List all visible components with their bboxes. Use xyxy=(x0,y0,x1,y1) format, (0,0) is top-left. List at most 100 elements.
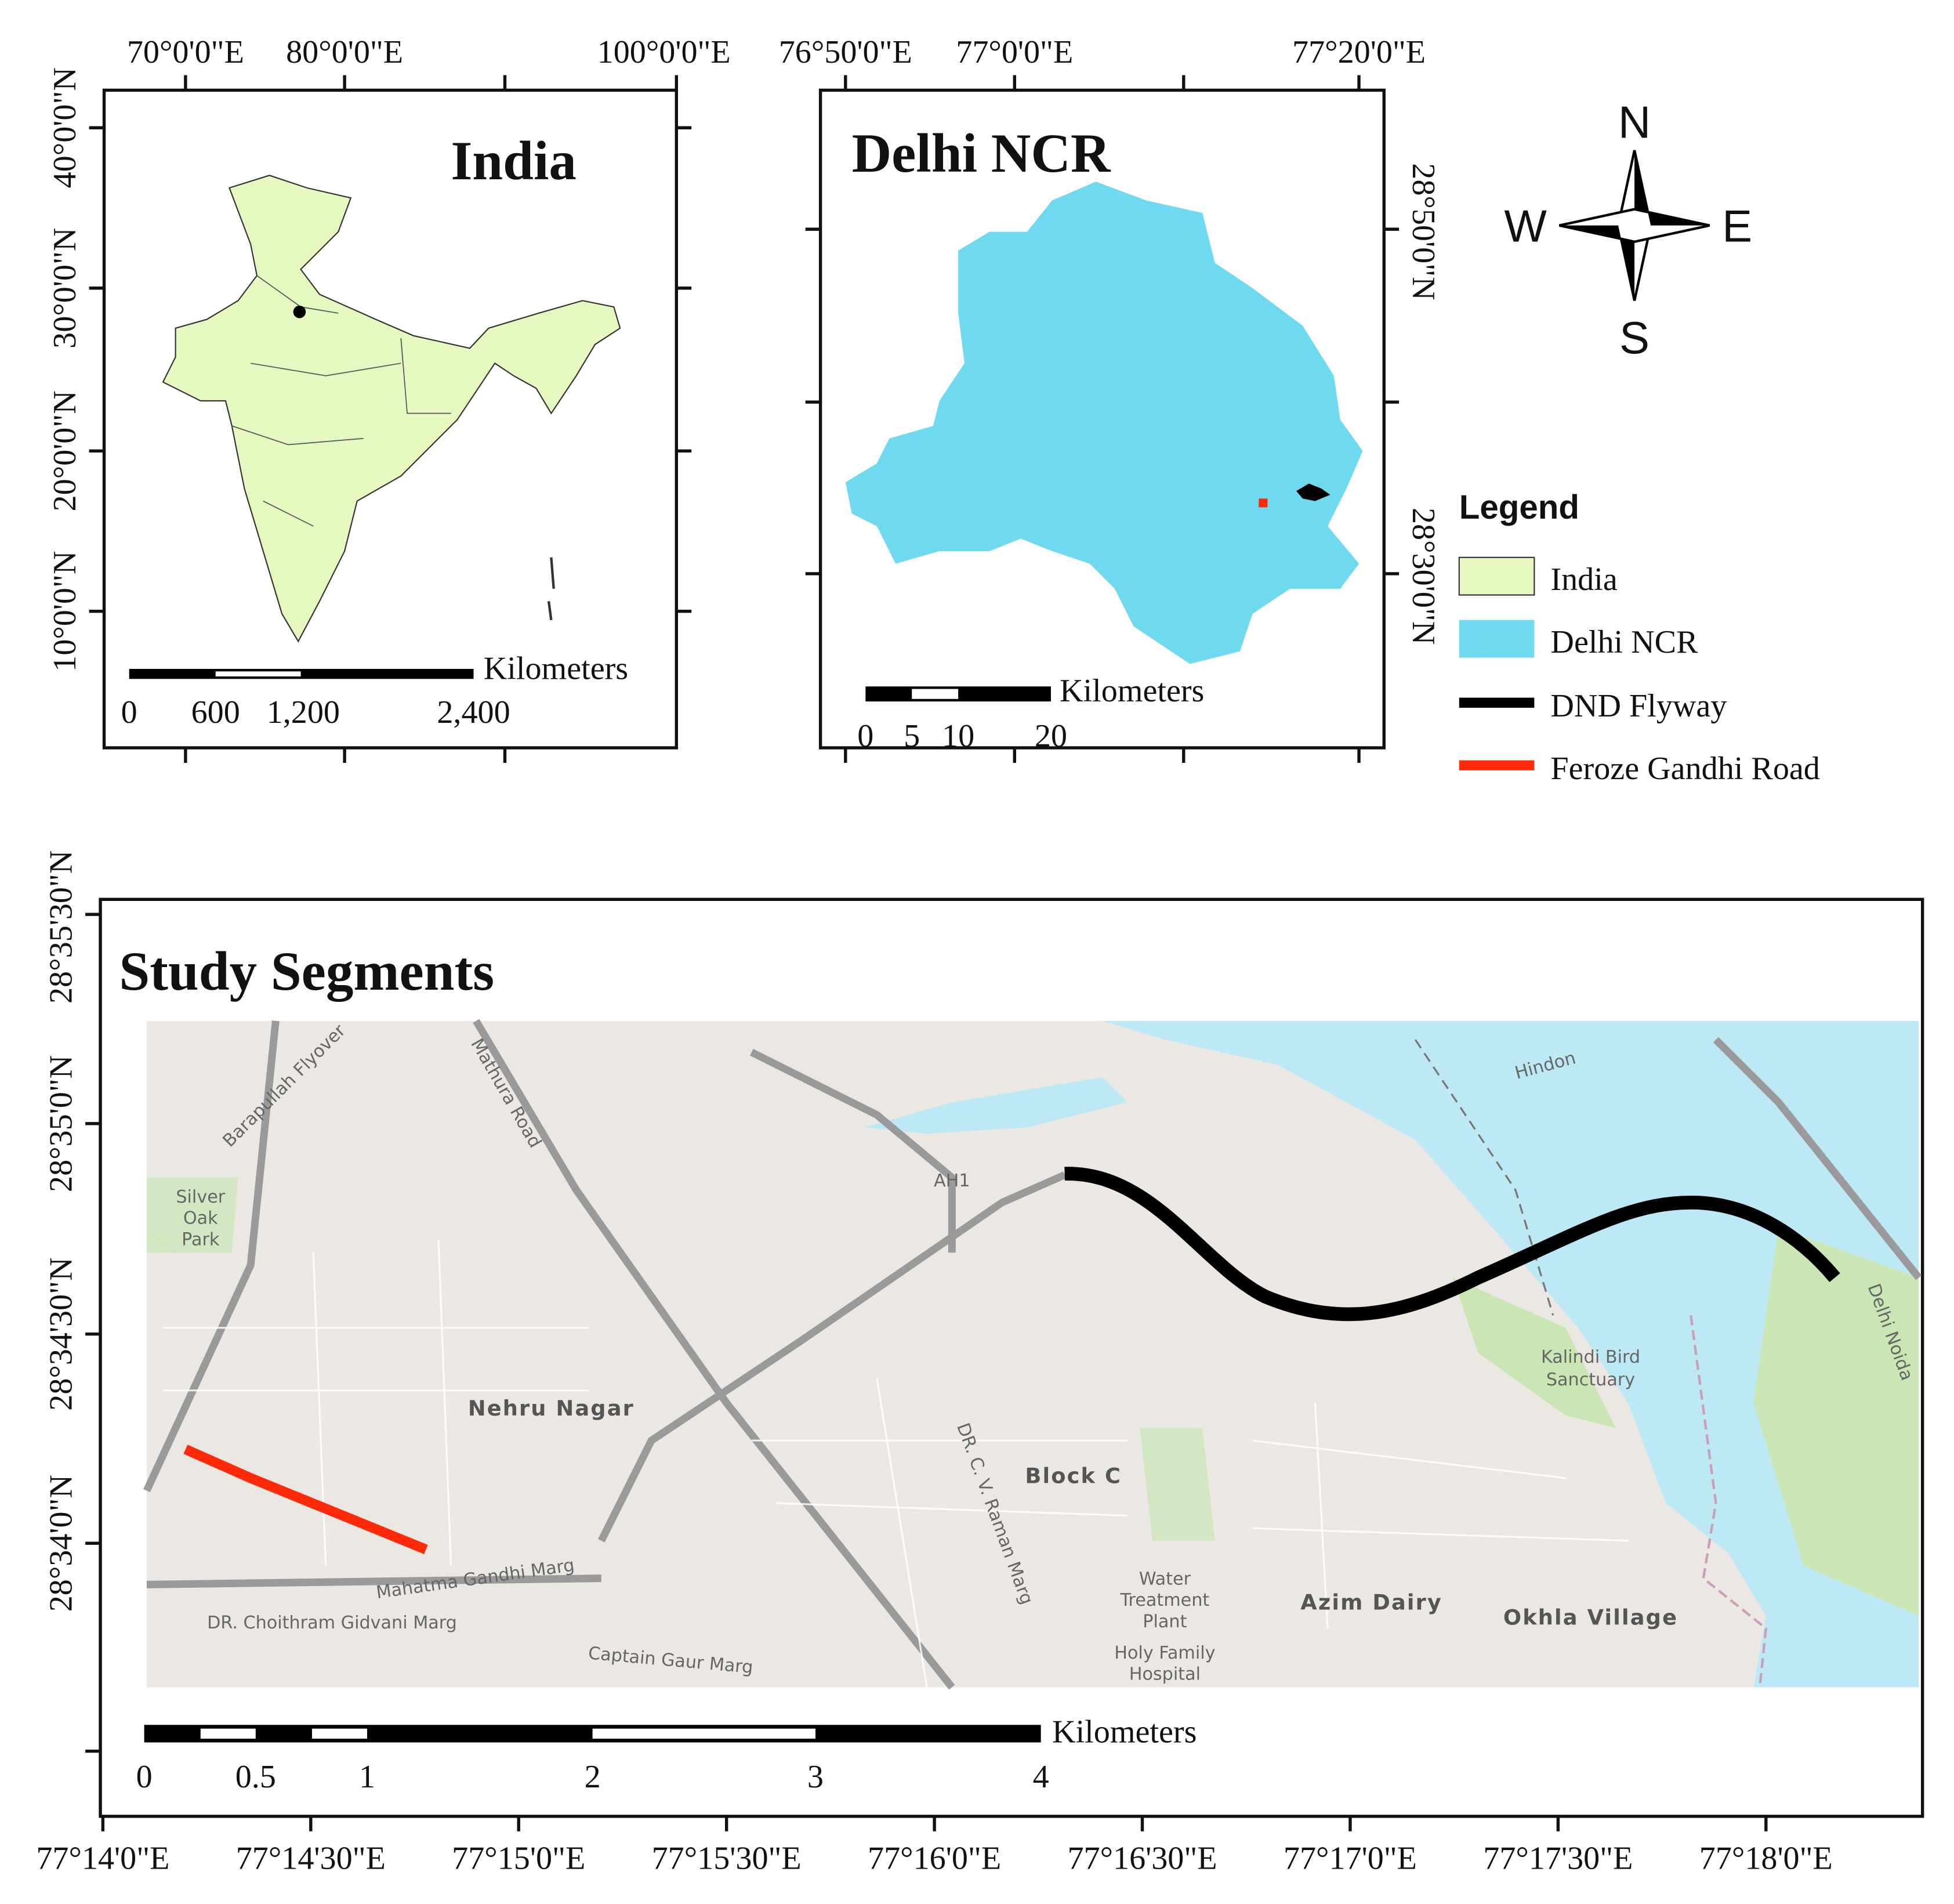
tick-label: 100°0'0"E xyxy=(597,34,731,70)
tick-label: 77°15'30"E xyxy=(652,1841,802,1877)
roads xyxy=(143,1019,1922,1690)
bottom-ticks: 77°14'0"E 77°14'30"E 77°15'0"E 77°15'30"E 77… xyxy=(36,1816,1833,1877)
tick-label: 77°15'0"E xyxy=(452,1841,585,1877)
tick-label: 77°18'0"E xyxy=(1699,1841,1833,1877)
place-label: Park xyxy=(182,1229,220,1250)
scale-label: 600 xyxy=(191,694,240,730)
green-area xyxy=(146,1177,238,1253)
boundary xyxy=(1690,1315,1768,1688)
tick-label: 40°0'0"N xyxy=(47,67,83,188)
tick-label: 77°16'0"E xyxy=(868,1841,1001,1877)
place-label: Sanctuary xyxy=(1546,1370,1635,1390)
scale-label: 2,400 xyxy=(437,694,510,730)
place-label: Kalindi Bird xyxy=(1541,1347,1640,1367)
tick-label: 20°0'0"N xyxy=(47,390,83,511)
place-label: Oak xyxy=(183,1208,218,1229)
feroze-location xyxy=(1259,498,1268,508)
tick-label: 77°16'30"E xyxy=(1067,1841,1217,1877)
tick-label: 30°0'0"N xyxy=(47,227,83,348)
legend-label: DND Flyway xyxy=(1550,688,1727,724)
boundary xyxy=(1414,1039,1554,1316)
delhi-scale-bar: Kilometers 0 5 10 20 xyxy=(857,673,1204,754)
tick-label: 28°34'30"N xyxy=(43,1257,79,1410)
scale-segment xyxy=(592,1728,815,1739)
place-label: Okhla Village xyxy=(1503,1605,1678,1630)
tick-label: 80°0'0"E xyxy=(286,34,403,70)
india-title: India xyxy=(451,130,577,191)
scale-segment xyxy=(200,1728,256,1739)
tick-label: 77°17'30"E xyxy=(1483,1841,1633,1877)
place-label: AH1 xyxy=(934,1171,970,1191)
compass-label: E xyxy=(1722,202,1752,252)
study-scale-bar: Kilometers 0 0.5 1 2 3 4 xyxy=(136,1714,1197,1795)
river xyxy=(1102,1020,1919,1688)
india-shape xyxy=(162,175,621,643)
legend-swatch xyxy=(1459,620,1535,658)
compass-shade xyxy=(1559,150,1710,301)
scale-label: 5 xyxy=(904,718,920,754)
place-label: Azim Dairy xyxy=(1300,1590,1442,1615)
place-label: DR. Choithram Gidvani Marg xyxy=(207,1613,457,1633)
tick-label: 28°35'30"N xyxy=(43,850,79,1004)
scale-segment xyxy=(215,671,301,676)
scale-label: 0.5 xyxy=(235,1759,276,1795)
canal xyxy=(864,1077,1128,1134)
delhi-location xyxy=(293,305,306,318)
scale-label: 20 xyxy=(1035,718,1067,754)
place-label: Hospital xyxy=(1129,1664,1201,1685)
scale-segment xyxy=(311,1728,367,1739)
feroze-gandhi-road xyxy=(183,1445,428,1554)
islands xyxy=(547,557,555,621)
place-label: Block C xyxy=(1025,1464,1122,1489)
legend-label: Delhi NCR xyxy=(1550,624,1698,660)
india-top-ticks: 70°0'0"E 80°0'0"E 100°0'0"E xyxy=(127,34,731,763)
delhi-title: Delhi NCR xyxy=(852,122,1111,184)
place-label: Holy Family xyxy=(1114,1643,1215,1663)
place-label: Plant xyxy=(1143,1612,1187,1632)
scale-unit: Kilometers xyxy=(1052,1714,1197,1750)
compass-label: N xyxy=(1618,98,1651,148)
place-label: Nehru Nagar xyxy=(468,1396,635,1421)
dnd-location xyxy=(1296,483,1331,501)
scale-label: 0 xyxy=(857,718,873,754)
place-label: Silver xyxy=(176,1187,225,1207)
tick-label: 76°50'0"E xyxy=(779,34,912,70)
scale-label: 2 xyxy=(585,1759,601,1795)
india-frame xyxy=(102,88,678,750)
legend-label: India xyxy=(1550,562,1617,598)
tick-label: 28°30'0"N xyxy=(1405,508,1441,645)
basemap: Nehru Nagar Block C Azim Dairy Okhla Vil… xyxy=(143,1019,1922,1690)
scale-label: 1,200 xyxy=(267,694,340,730)
north-arrow: N S E W xyxy=(1505,98,1753,363)
place-label: Treatment xyxy=(1119,1590,1209,1610)
tick-label: 77°14'30"E xyxy=(236,1841,386,1877)
tick-label: 77°14'0"E xyxy=(36,1841,169,1877)
scale-label: 0 xyxy=(121,694,137,730)
legend: Legend India Delhi NCR DND Flyway Feroze… xyxy=(1458,488,1820,787)
scale-label: 3 xyxy=(807,1759,824,1795)
streets xyxy=(163,1240,1629,1688)
green-area xyxy=(1753,1228,1919,1616)
green-area xyxy=(1453,1277,1616,1428)
delhi-frame xyxy=(818,88,1386,750)
study-ticks: 28°35'30"N 28°35'0"N 28°34'30"N 28°34'0"… xyxy=(36,850,1833,1877)
tick-label: 77°17'0"E xyxy=(1284,1841,1417,1877)
study-title: Study Segments xyxy=(119,940,494,1002)
title-bg xyxy=(110,926,574,1005)
scale-segment xyxy=(912,689,959,699)
tick-label: 70°0'0"E xyxy=(127,34,244,70)
scale-label: 10 xyxy=(942,718,974,754)
delhi-ticks: 76°50'0"E 77°0'0"E 77°20'0"E 28°50'0"N 2… xyxy=(779,34,1441,763)
scale-segment xyxy=(129,669,474,679)
scale-label: 4 xyxy=(1033,1759,1049,1795)
dnd-flyway xyxy=(1064,1167,1840,1322)
scale-unit: Kilometers xyxy=(1060,673,1204,709)
study-frame xyxy=(99,897,1924,1818)
legend-swatch xyxy=(1458,556,1535,596)
scale-unit: Kilometers xyxy=(484,650,628,686)
scale-label: 0 xyxy=(136,1759,153,1795)
tick-label: 10°0'0"N xyxy=(47,551,83,672)
tick-label: 28°35'0"N xyxy=(43,1055,79,1192)
